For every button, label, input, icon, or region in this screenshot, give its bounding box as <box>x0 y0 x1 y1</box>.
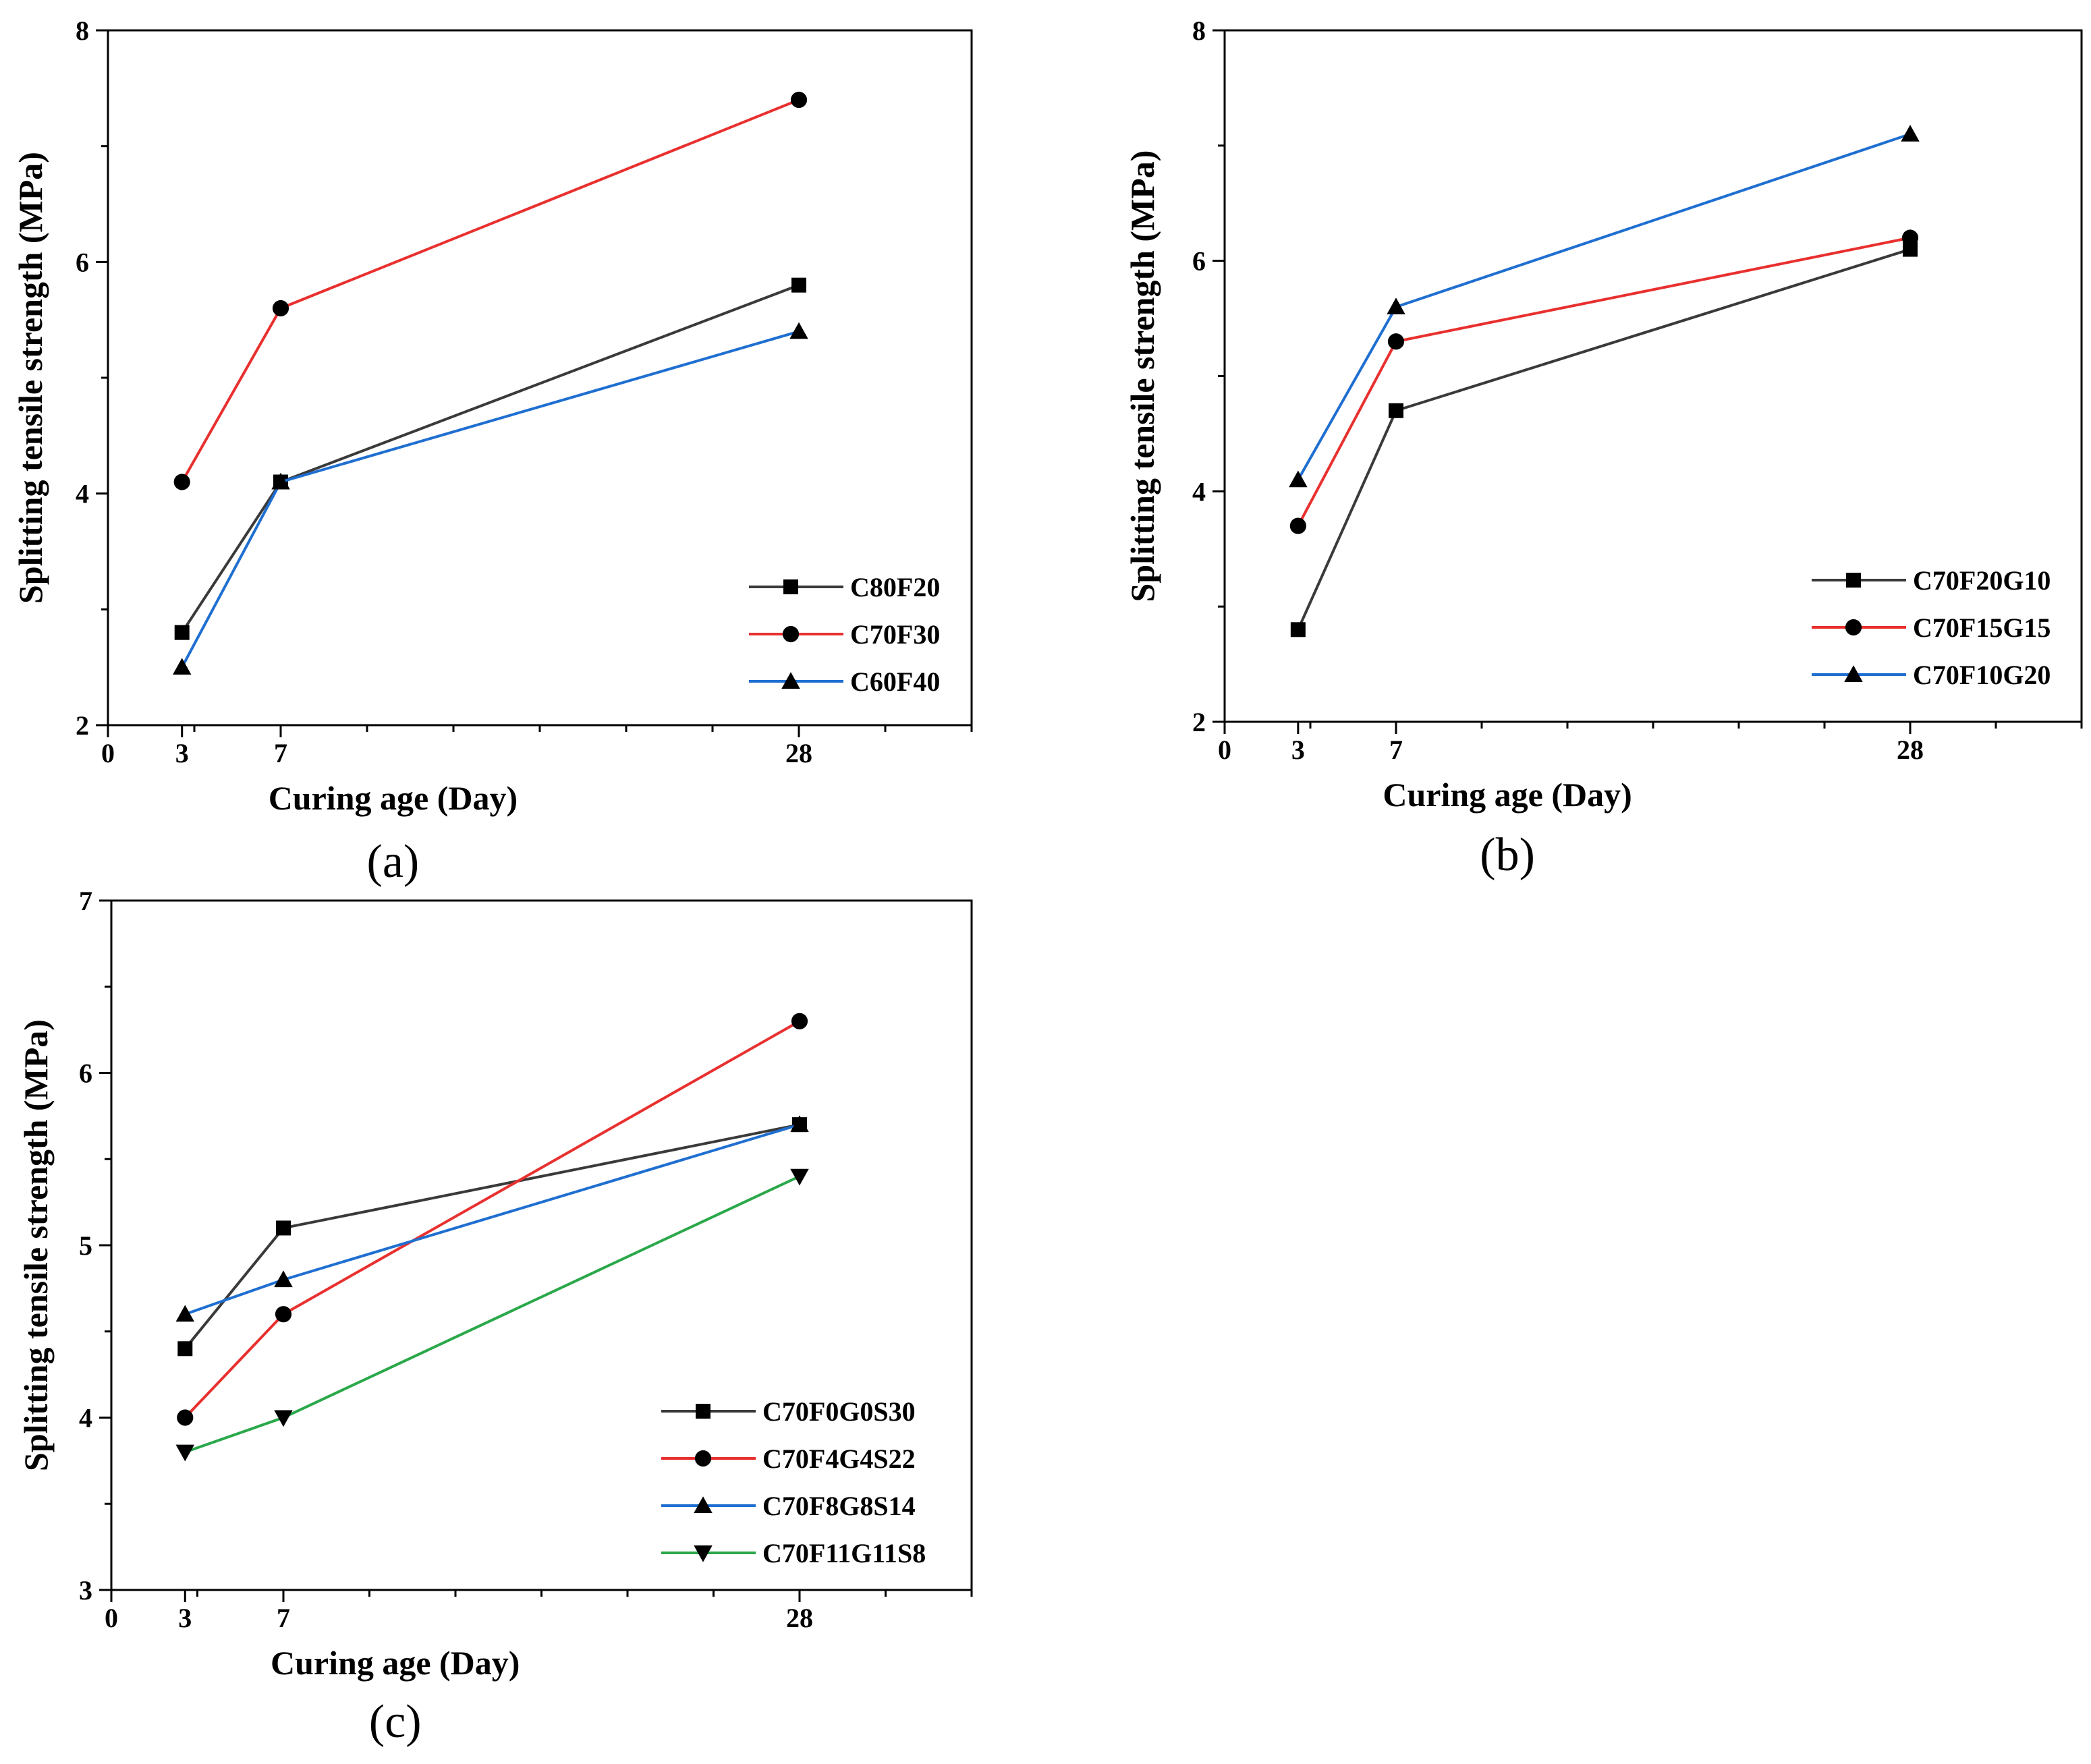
data-point <box>172 658 192 675</box>
data-point <box>1387 297 1405 314</box>
legend-label: C70F10G20 <box>1913 660 2051 690</box>
panel-label: (b) <box>1480 829 1535 881</box>
series-line <box>1297 132 1911 481</box>
series-line <box>1297 248 1911 631</box>
y-tick-label: 8 <box>1192 16 1206 46</box>
panel-label: (c) <box>369 1696 422 1748</box>
x-tick-label: 7 <box>277 1603 290 1633</box>
legend-label: C70F11G11S8 <box>762 1538 926 1568</box>
data-point <box>1289 470 1308 488</box>
data-point <box>175 1444 195 1462</box>
x-tick-label: 0 <box>1218 735 1231 765</box>
x-tick-label: 0 <box>105 1603 118 1633</box>
legend-label: C70F8G8S14 <box>762 1491 916 1521</box>
legend-marker <box>781 672 800 689</box>
legend-marker <box>694 1496 713 1513</box>
y-tick-label: 4 <box>1192 476 1206 507</box>
y-tick-label: 7 <box>79 886 92 916</box>
data-point <box>274 1410 293 1427</box>
data-point <box>1387 333 1405 350</box>
x-tick-label: 7 <box>274 738 287 768</box>
y-tick-label: 6 <box>76 247 89 277</box>
data-point <box>1903 241 1918 257</box>
y-tick-label: 6 <box>79 1058 92 1089</box>
legend-label: C70F0G0S30 <box>762 1396 916 1427</box>
series-line <box>180 330 800 668</box>
x-tick-label: 7 <box>1389 735 1403 765</box>
y-tick-label: 2 <box>1192 707 1206 737</box>
data-point <box>276 1220 291 1236</box>
y-tick-label: 3 <box>79 1575 92 1605</box>
data-point <box>789 322 808 339</box>
y-tick-label: 4 <box>76 479 89 509</box>
data-point <box>177 1409 194 1426</box>
data-point <box>271 472 290 490</box>
chart-panel-a: 0 3 7 28 2 4 6 8 Curing age (Day) Splitting tensi… <box>0 0 1046 890</box>
x-axis-title: Curing age (Day) <box>269 779 518 817</box>
data-point <box>1289 517 1306 534</box>
data-point <box>275 1306 292 1323</box>
data-point <box>1901 125 1920 142</box>
legend-marker <box>694 1450 712 1467</box>
x-axis-title: Curing age (Day) <box>271 1644 520 1682</box>
chart-panel-c: 0 3 7 28 3 4 5 6 7 Curing age (Day) Splitting tens… <box>0 870 1046 1764</box>
x-tick-label: 3 <box>178 1603 192 1633</box>
y-tick-label: 8 <box>76 16 89 46</box>
chart-panel-b: 0 3 7 28 2 4 6 8 Curing age (Day) Splitting tensi… <box>1046 0 2091 890</box>
y-tick-label: 5 <box>79 1230 92 1261</box>
x-tick-label: 28 <box>785 738 812 768</box>
data-point <box>272 300 289 317</box>
data-point <box>790 91 808 109</box>
legend-marker <box>1844 665 1863 682</box>
legend-label: C80F20 <box>850 572 940 602</box>
legend-label: C70F15G15 <box>1913 613 2051 643</box>
series-line <box>1297 236 1911 527</box>
panel-label: (a) <box>367 836 420 888</box>
data-point <box>175 1305 195 1322</box>
legend-label: C70F20G10 <box>1913 565 2051 596</box>
chart-svg-b: 0 3 7 28 2 4 6 8 Curing age (Day) Splitting tensi… <box>1123 16 2083 881</box>
data-point <box>790 1168 809 1186</box>
y-tick-label: 2 <box>76 710 89 741</box>
legend-marker <box>1845 619 1862 636</box>
x-tick-label: 3 <box>1291 735 1305 765</box>
legend-marker <box>783 579 798 594</box>
legend-label: C70F30 <box>850 619 940 650</box>
y-tick-label: 4 <box>79 1403 92 1433</box>
y-axis-title: Splitting tensile strength (MPa) <box>11 152 49 604</box>
x-tick-label: 28 <box>1897 735 1924 765</box>
legend-marker <box>1846 573 1861 588</box>
y-axis-title: Splitting tensile strength (MPa) <box>17 1019 55 1471</box>
data-point <box>1389 403 1403 418</box>
x-tick-label: 28 <box>786 1603 813 1633</box>
data-point <box>177 1341 193 1357</box>
x-tick-label: 3 <box>175 738 189 768</box>
legend-marker <box>694 1545 713 1562</box>
y-tick-label: 6 <box>1192 246 1206 277</box>
plot-frame <box>110 899 973 1591</box>
legend-marker <box>782 625 800 643</box>
series-line <box>181 283 800 633</box>
x-axis-title: Curing age (Day) <box>1383 776 1632 814</box>
x-tick-label: 0 <box>101 738 115 768</box>
series-line <box>180 98 800 483</box>
data-point <box>1290 622 1306 637</box>
data-point <box>790 1115 809 1133</box>
legend-label: C70F4G4S22 <box>762 1444 916 1474</box>
legend-marker <box>696 1404 710 1419</box>
data-point <box>1901 229 1919 246</box>
data-point <box>173 474 190 490</box>
data-point <box>791 277 806 293</box>
data-point <box>174 625 190 640</box>
data-point <box>274 1270 293 1288</box>
plot-frame <box>107 29 973 727</box>
legend-label: C60F40 <box>850 666 940 697</box>
y-axis-title: Splitting tensile strength (MPa) <box>1123 150 1161 602</box>
chart-svg-a: 0 3 7 28 2 4 6 8 Curing age (Day) Splitting tensi… <box>11 16 973 888</box>
data-point <box>791 1013 808 1029</box>
